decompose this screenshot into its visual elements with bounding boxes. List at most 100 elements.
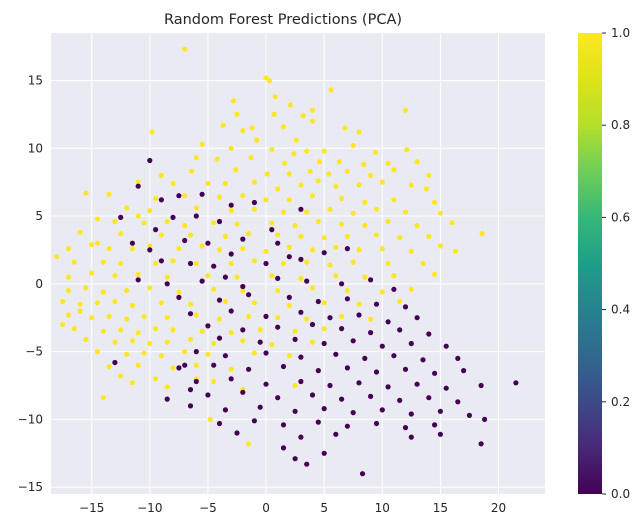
scatter-point xyxy=(170,365,176,371)
scatter-point xyxy=(158,300,164,306)
scatter-point xyxy=(478,441,484,447)
scatter-point xyxy=(158,258,164,264)
scatter-point xyxy=(391,167,397,173)
scatter-point xyxy=(275,288,281,294)
scatter-point xyxy=(233,167,239,173)
scatter-point xyxy=(214,156,220,162)
scatter-point xyxy=(216,335,223,341)
scatter-point xyxy=(164,384,170,390)
scatter-point xyxy=(135,362,141,368)
scatter-point xyxy=(205,351,211,357)
scatter-point xyxy=(478,382,484,389)
scatter-point xyxy=(193,378,199,385)
scatter-point xyxy=(187,336,194,342)
scatter-point xyxy=(315,419,321,425)
scatter-point xyxy=(315,298,321,305)
scatter-point xyxy=(234,274,240,280)
scatter-point xyxy=(240,236,246,242)
scatter-point xyxy=(292,336,298,342)
scatter-point xyxy=(211,378,217,385)
scatter-point xyxy=(205,180,211,187)
scatter-point xyxy=(220,122,226,128)
scatter-point xyxy=(240,128,246,134)
scatter-point xyxy=(124,351,130,357)
scatter-point xyxy=(339,326,345,332)
scatter-point xyxy=(216,218,223,225)
scatter-point xyxy=(228,260,234,267)
scatter-point xyxy=(77,229,83,235)
scatter-point xyxy=(100,328,106,334)
scatter-point xyxy=(230,98,237,104)
scatter-point xyxy=(246,231,252,237)
scatter-point xyxy=(280,124,287,130)
scatter-point xyxy=(211,362,217,368)
scatter-point xyxy=(153,326,159,332)
y-axis-ticks: −15 −10 −5 0 5 10 15 xyxy=(18,73,43,494)
scatter-point xyxy=(426,233,432,239)
colorbar-tick-label: 0.8 xyxy=(611,118,630,132)
scatter-point xyxy=(193,213,199,219)
scatter-point xyxy=(321,450,327,456)
scatter-point xyxy=(298,206,304,212)
scatter-point xyxy=(129,246,135,252)
x-axis-ticks: −15 −10 −5 0 5 10 15 20 xyxy=(79,501,506,515)
scatter-point xyxy=(344,168,350,174)
scatter-point xyxy=(321,326,327,332)
x-tick-label: 15 xyxy=(433,501,448,515)
scatter-point xyxy=(182,193,188,199)
scatter-point xyxy=(135,330,141,336)
scatter-point xyxy=(271,111,277,117)
scatter-point xyxy=(385,160,391,166)
scatter-point xyxy=(135,183,141,189)
scatter-point xyxy=(187,260,194,267)
scatter-point xyxy=(321,300,327,306)
scatter-point xyxy=(246,292,252,298)
scatter-point xyxy=(328,87,334,93)
scatter-point xyxy=(54,254,60,260)
scatter-point xyxy=(449,220,455,226)
scatter-point xyxy=(356,301,362,307)
scatter-point xyxy=(272,94,278,100)
scatter-point xyxy=(147,157,153,164)
scatter-point xyxy=(240,338,246,344)
scatter-point xyxy=(339,281,345,287)
scatter-point xyxy=(135,213,141,219)
scatter-point xyxy=(257,327,263,333)
scatter-point xyxy=(65,288,71,294)
scatter-point xyxy=(216,316,223,322)
scatter-point xyxy=(368,316,374,322)
scatter-point xyxy=(298,233,304,239)
scatter-point xyxy=(269,342,275,348)
scatter-point xyxy=(397,235,403,241)
scatter-point xyxy=(408,248,414,254)
x-tick-label: 0 xyxy=(262,501,270,515)
scatter-point xyxy=(292,408,298,414)
scatter-point xyxy=(344,365,350,371)
scatter-point xyxy=(240,389,246,395)
scatter-point xyxy=(321,250,327,256)
scatter-point xyxy=(254,137,260,143)
scatter-point xyxy=(112,339,118,345)
scatter-point xyxy=(266,77,273,84)
scatter-point xyxy=(397,327,403,333)
scatter-point xyxy=(248,155,254,161)
scatter-point xyxy=(339,313,345,319)
y-tick-label: 15 xyxy=(28,73,43,87)
scatter-point xyxy=(135,271,141,277)
scatter-point xyxy=(280,260,287,267)
scatter-point xyxy=(356,129,362,135)
colorbar-tick-label: 0.4 xyxy=(611,303,630,317)
scatter-point xyxy=(211,286,217,292)
scatter-point xyxy=(293,137,299,143)
scatter-point xyxy=(141,350,147,356)
scatter-point xyxy=(339,195,345,201)
scatter-point xyxy=(118,214,124,220)
scatter-point xyxy=(187,232,194,238)
scatter-point xyxy=(153,195,159,201)
scatter-point xyxy=(372,149,378,155)
scatter-point xyxy=(408,182,414,188)
scatter-point xyxy=(420,357,426,363)
scatter-point xyxy=(356,247,362,253)
scatter-point xyxy=(482,416,488,422)
scatter-point xyxy=(234,221,240,227)
